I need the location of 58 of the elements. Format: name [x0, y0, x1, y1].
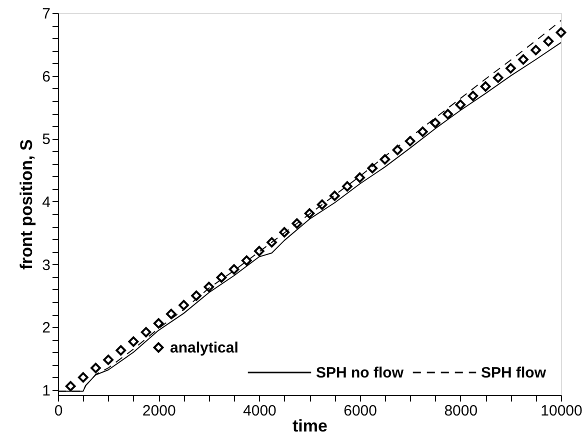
point — [191, 290, 202, 301]
point — [492, 72, 504, 83]
point — [530, 44, 542, 56]
point — [65, 381, 76, 392]
point — [455, 100, 466, 110]
point — [316, 199, 328, 210]
point — [342, 181, 352, 192]
x-tick-label: 4000 — [243, 402, 276, 420]
point — [380, 154, 390, 165]
point — [442, 108, 454, 120]
y-tick-label: 2 — [42, 320, 50, 337]
legend-label: SPH no flow — [316, 364, 404, 382]
x-tick-label: 6000 — [344, 402, 377, 420]
point — [480, 81, 491, 92]
point — [304, 208, 315, 219]
point — [204, 282, 214, 292]
point — [404, 136, 416, 146]
point — [354, 172, 365, 183]
point — [506, 63, 516, 74]
y-tick-label: 5 — [42, 131, 50, 148]
y-axis-title: front position, S — [17, 139, 36, 270]
y-tick-label: 7 — [42, 6, 50, 22]
point — [116, 345, 126, 356]
x-tick-label: 10000 — [540, 402, 582, 420]
x-tick-label: 2000 — [142, 402, 176, 420]
point — [254, 246, 264, 256]
point — [518, 54, 528, 65]
point — [128, 336, 139, 347]
point — [178, 300, 189, 310]
point — [103, 354, 114, 365]
point — [543, 36, 554, 46]
legend-label: analytical — [170, 340, 238, 356]
point — [417, 126, 428, 137]
point — [392, 144, 403, 156]
point — [468, 90, 478, 102]
point — [78, 372, 88, 383]
y-tick-label: 1 — [42, 382, 50, 400]
y-tick-label: 3 — [42, 256, 50, 274]
point — [228, 264, 240, 275]
point — [241, 255, 252, 266]
point — [556, 27, 566, 38]
point — [216, 272, 227, 283]
point — [367, 163, 378, 174]
point — [166, 308, 176, 320]
x-tick-label: 0 — [54, 402, 63, 420]
point — [430, 118, 440, 128]
y-tick-label: 6 — [42, 68, 50, 86]
point — [153, 318, 164, 329]
point — [329, 190, 340, 202]
x-tick-label: 8000 — [444, 402, 478, 420]
x-axis-title: time — [292, 416, 328, 436]
point — [140, 326, 152, 338]
legend-label: SPH flow — [481, 364, 546, 382]
point — [90, 362, 101, 374]
point — [292, 218, 302, 229]
y-tick-label: 4 — [42, 194, 50, 211]
point — [266, 237, 277, 248]
point — [279, 227, 290, 238]
